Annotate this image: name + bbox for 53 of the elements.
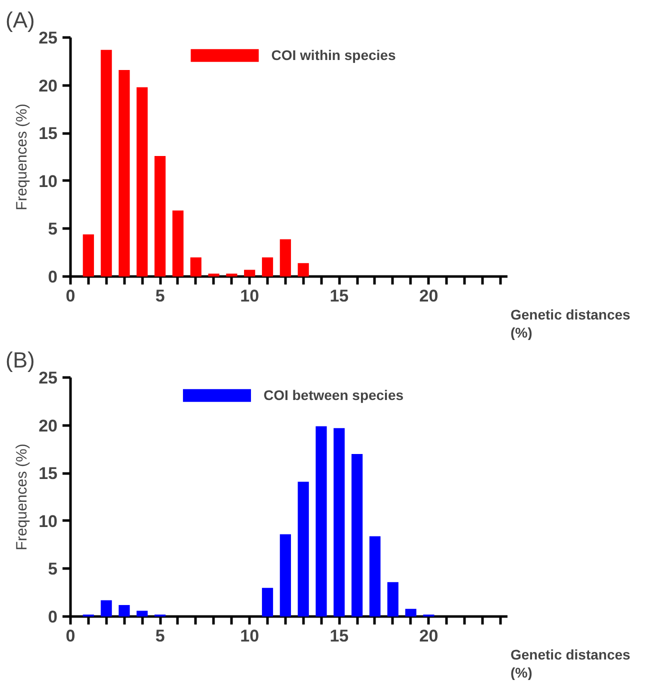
bar [136,87,148,276]
x-tick-label: 5 [155,286,165,306]
x-tick-label: 20 [419,626,438,646]
bar [262,257,274,276]
x-tick-label: 10 [240,626,260,646]
bar [172,210,184,276]
y-tick-label: 0 [48,608,58,626]
y-axis-title: Frequences (%) [14,444,31,550]
x-tick-label: 0 [66,626,76,646]
y-tick-label: 20 [38,76,58,96]
y-tick-label: 15 [38,124,58,144]
chart-title: (B) [6,348,35,372]
bar [154,156,166,276]
bar [352,454,363,616]
bar [100,600,112,616]
x-tick-label: 10 [240,286,260,306]
bar [100,50,112,276]
y-tick-label: 0 [48,268,58,286]
x-tick-label: 0 [66,286,76,306]
chart-title: (A) [6,8,35,32]
bar [316,426,327,616]
bar [280,534,291,616]
y-tick-label: 25 [38,368,58,388]
y-tick-label: 10 [38,512,58,531]
y-tick-label: 10 [38,172,58,191]
bar [334,428,345,616]
x-tick-label: 15 [330,286,349,306]
bar [82,234,94,276]
legend-label: COI between species [263,387,404,403]
y-tick-label: 5 [48,220,58,239]
x-tick-label: 15 [330,626,349,646]
bar [118,70,130,276]
x-tick-label: 5 [155,626,165,646]
bar [262,588,274,616]
y-tick-label: 20 [38,416,58,436]
y-tick-label: 15 [38,464,58,484]
bar [280,239,291,276]
bar [298,263,309,276]
bar [118,605,130,616]
bar [244,270,256,276]
bar [405,608,416,616]
bar [298,482,309,616]
y-tick-label: 5 [48,560,58,579]
bar [136,610,148,616]
legend-label: COI within species [271,47,396,63]
y-tick-label: 25 [38,28,58,48]
bar [369,536,381,616]
bar [190,257,202,276]
x-tick-label: 20 [419,286,438,306]
bar [208,274,220,276]
y-axis-title: Frequences (%) [14,104,31,210]
bar [387,582,398,616]
bar [226,274,238,276]
